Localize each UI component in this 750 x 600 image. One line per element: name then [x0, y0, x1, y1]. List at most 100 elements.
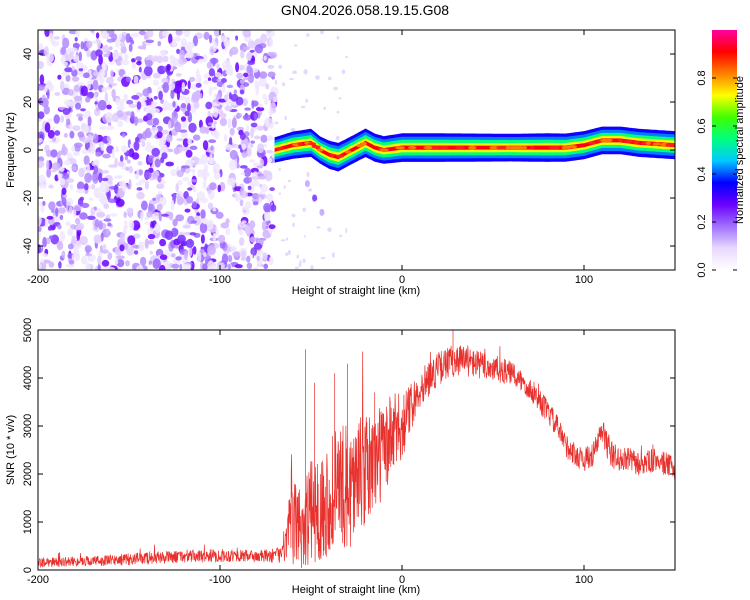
noise-blob [260, 183, 269, 193]
noise-blob [128, 165, 134, 174]
ridge-peak [645, 141, 652, 145]
noise-blob [187, 181, 192, 186]
noise-blob [245, 201, 252, 209]
noise-blob [79, 212, 88, 220]
noise-blob [69, 123, 73, 132]
noise-blob [111, 148, 115, 159]
noise-blob [67, 89, 74, 96]
noise-blob [267, 64, 275, 69]
snr-series-line [38, 330, 675, 569]
x-tick-label: 0 [399, 574, 405, 586]
noise-blob [59, 230, 65, 242]
noise-blob [293, 44, 298, 47]
noise-blob [105, 112, 113, 123]
noise-blob [120, 45, 127, 54]
noise-blob [242, 114, 252, 121]
noise-blob [161, 152, 168, 160]
noise-blob [123, 53, 129, 60]
noise-blob [209, 182, 217, 191]
noise-blob [194, 78, 202, 82]
y-tick-label: -40 [22, 238, 34, 254]
noise-blob [180, 116, 187, 122]
noise-blob [63, 133, 68, 138]
noise-blob [203, 80, 210, 85]
noise-blob [225, 228, 231, 236]
noise-blob [38, 263, 42, 270]
noise-blob [236, 112, 243, 119]
spectrogram-secondary-trace [304, 180, 325, 216]
colorbar-tick-label: 0.6 [696, 118, 708, 133]
noise-blob [119, 232, 126, 243]
noise-blob [135, 56, 142, 61]
noise-blob [136, 60, 142, 66]
noise-blob [235, 96, 244, 106]
noise-blob [62, 37, 70, 49]
noise-blob [181, 165, 191, 169]
noise-blob [86, 40, 93, 49]
noise-blob [157, 40, 162, 47]
noise-blob [98, 196, 107, 203]
noise-blob [49, 235, 53, 240]
noise-blob [106, 76, 114, 85]
ridge-peak [641, 141, 648, 145]
noise-blob [112, 50, 119, 60]
noise-blob [169, 54, 174, 61]
noise-blob [158, 264, 166, 270]
noise-blob [87, 116, 92, 127]
noise-blob [101, 45, 110, 53]
y-tick-label: 40 [22, 48, 34, 60]
noise-blob [119, 103, 124, 107]
snr-y-axis-label: SNR (10 * v/v) [5, 415, 17, 485]
noise-blob [239, 79, 245, 84]
noise-blob [179, 95, 187, 101]
noise-blob [206, 61, 212, 69]
noise-blob [270, 204, 277, 212]
noise-blob [156, 55, 164, 64]
noise-blob [136, 187, 143, 191]
noise-blob [283, 185, 286, 189]
noise-blob [306, 33, 310, 37]
noise-blob [249, 236, 257, 243]
noise-blob [51, 208, 55, 214]
noise-blob [161, 213, 169, 217]
noise-blob [152, 117, 159, 126]
noise-blob [182, 138, 189, 148]
noise-blob [64, 99, 72, 106]
noise-blob [65, 201, 71, 206]
noise-blob [256, 165, 263, 169]
noise-blob [207, 245, 216, 255]
noise-blob [125, 76, 132, 83]
noise-blob [278, 64, 282, 69]
noise-blob [278, 168, 282, 171]
noise-blob [38, 160, 45, 168]
noise-blob [336, 110, 340, 114]
noise-blob [75, 217, 81, 225]
noise-blob [103, 218, 112, 222]
noise-blob [230, 46, 239, 55]
noise-blob [258, 197, 262, 204]
noise-blob [136, 191, 145, 200]
noise-blob [189, 76, 196, 82]
noise-blob [129, 143, 134, 149]
noise-blob [268, 256, 274, 266]
noise-blob [77, 131, 85, 138]
noise-blob [263, 202, 271, 213]
noise-blob [100, 181, 109, 186]
noise-blob [229, 159, 238, 171]
noise-blob [191, 91, 200, 103]
noise-blob [116, 109, 124, 118]
noise-blob [92, 79, 99, 91]
noise-blob [118, 33, 123, 40]
noise-blob [198, 58, 204, 64]
noise-blob [128, 103, 137, 108]
noise-blob [231, 117, 237, 129]
ridge-peak [505, 146, 512, 150]
noise-blob [316, 226, 321, 229]
noise-blob [172, 192, 177, 201]
noise-blob [71, 69, 78, 77]
noise-blob [145, 113, 153, 121]
noise-blob [38, 229, 41, 241]
ridge-peak [361, 142, 367, 146]
noise-blob [126, 159, 131, 164]
noise-blob [143, 65, 153, 77]
